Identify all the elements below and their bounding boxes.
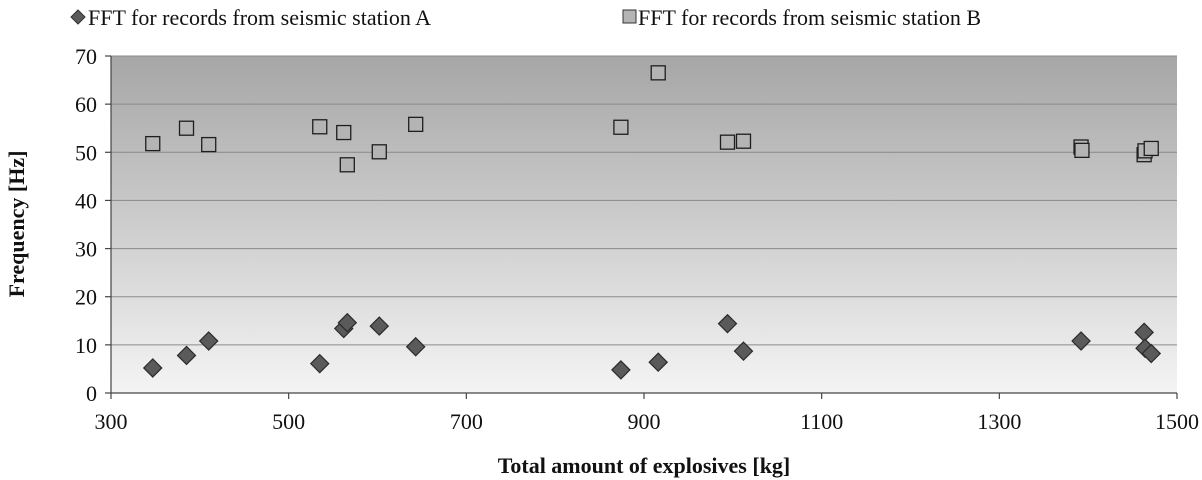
data-point-station-a — [309, 353, 330, 374]
data-point-station-b — [735, 133, 752, 149]
y-tick-label: 60 — [75, 92, 97, 117]
gridlines — [111, 55, 1177, 346]
data-point-station-a — [142, 358, 163, 378]
y-tick-label: 40 — [75, 188, 97, 213]
x-tick-label: 1300 — [977, 409, 1021, 434]
x-tick-label: 700 — [450, 409, 483, 434]
x-tick-label: 300 — [95, 409, 128, 434]
x-tick-label: 500 — [272, 409, 305, 434]
data-point-station-b — [613, 119, 629, 135]
x-tick-label: 1500 — [1155, 409, 1199, 434]
data-point-station-b — [371, 144, 387, 160]
data-point-station-a — [733, 341, 754, 361]
data-point-station-a — [176, 345, 197, 366]
y-axis-title: Frequency [Hz] — [4, 151, 29, 298]
x-tick-label: 900 — [628, 409, 661, 434]
data-point-station-b — [339, 157, 355, 173]
legend-label-station-a: FFT for records from seismic station A — [88, 5, 431, 30]
data-point-station-b — [201, 136, 217, 153]
y-tick-labels: 0 10 20 30 40 50 60 70 — [75, 44, 111, 406]
data-point-station-b — [719, 134, 736, 150]
data-point-station-a — [717, 313, 738, 334]
data-point-station-b — [408, 116, 424, 133]
legend: FFT for records from seismic station A F… — [70, 5, 981, 30]
x-axis-title: Total amount of explosives [kg] — [498, 453, 791, 478]
data-point-station-a — [198, 331, 219, 351]
plot-area — [111, 56, 1177, 393]
data-point-station-a — [1071, 331, 1091, 351]
data-point-station-b — [1074, 142, 1090, 159]
data-point-station-b — [312, 119, 328, 135]
data-point-station-b — [145, 135, 161, 152]
legend-item-station-a: FFT for records from seismic station A — [70, 5, 431, 30]
y-tick-label: 50 — [75, 140, 97, 165]
legend-label-station-b: FFT for records from seismic station B — [638, 5, 981, 30]
data-point-station-a — [611, 360, 631, 380]
data-point-station-a — [648, 352, 669, 373]
series-station-b — [145, 65, 1159, 173]
y-tick-label: 30 — [75, 237, 97, 262]
data-point-station-a — [337, 312, 358, 333]
legend-diamond-marker — [70, 9, 86, 25]
data-point-station-b — [336, 124, 352, 141]
legend-square-marker — [622, 9, 637, 24]
y-tick-label: 70 — [75, 44, 97, 69]
series-station-a — [142, 312, 1162, 380]
y-tick-label: 10 — [75, 333, 97, 358]
data-point-station-a — [369, 316, 390, 336]
y-tick-label: 0 — [86, 381, 97, 406]
data-point-station-a — [405, 336, 426, 357]
data-point-station-b — [1143, 140, 1159, 157]
data-point-station-b — [178, 120, 195, 136]
data-point-station-b — [650, 65, 666, 81]
x-tick-labels: 300 500 700 900 1100 1300 1500 — [95, 393, 1199, 434]
y-tick-label: 20 — [75, 285, 97, 310]
legend-item-station-b: FFT for records from seismic station B — [622, 5, 981, 30]
data-point-station-a — [1141, 343, 1162, 364]
x-tick-label: 1100 — [800, 409, 843, 434]
